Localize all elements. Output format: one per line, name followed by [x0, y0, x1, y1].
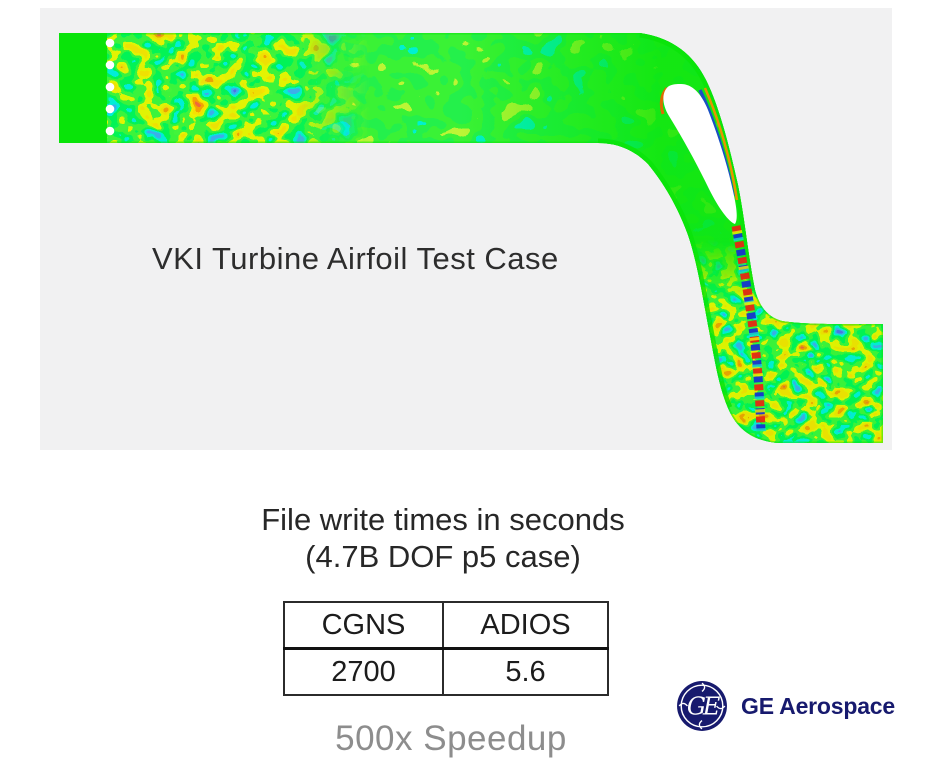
table-header-cgns: CGNS [283, 601, 444, 650]
turbulence-inlet-noise [104, 33, 370, 148]
figure-title: VKI Turbine Airfoil Test Case [152, 241, 559, 276]
table-value-cgns: 2700 [283, 647, 444, 696]
ge-monogram-icon: GE [677, 681, 727, 731]
ge-logo-text: GE Aerospace [741, 692, 895, 719]
cfd-figure-panel: VKI Turbine Airfoil Test Case [40, 8, 892, 450]
results-heading-line2: (4.7B DOF p5 case) [305, 539, 581, 574]
speedup-label: 500x Speedup [335, 719, 567, 758]
results-heading: File write times in seconds (4.7B DOF p5… [83, 501, 803, 575]
airfoil-suction-side-streak-orange [703, 87, 739, 201]
inlet-turbulence-generator-dots [105, 38, 115, 136]
turbine-airfoil-shape [663, 84, 737, 224]
cfd-visualization [40, 8, 892, 450]
wake-vortex-street [731, 225, 766, 433]
ge-logo: GE GE Aerospace [676, 680, 895, 732]
ge-monogram-letters: GE [687, 692, 721, 720]
table-value-row: 2700 5.6 [283, 647, 610, 696]
table-value-adios: 5.6 [441, 647, 610, 696]
table-header-adios: ADIOS [441, 601, 610, 650]
results-heading-line1: File write times in seconds [261, 502, 625, 537]
write-times-table: CGNS ADIOS 2700 5.6 [283, 601, 610, 696]
table-header-row: CGNS ADIOS [283, 601, 610, 650]
laminar-inlet-region [59, 33, 107, 152]
